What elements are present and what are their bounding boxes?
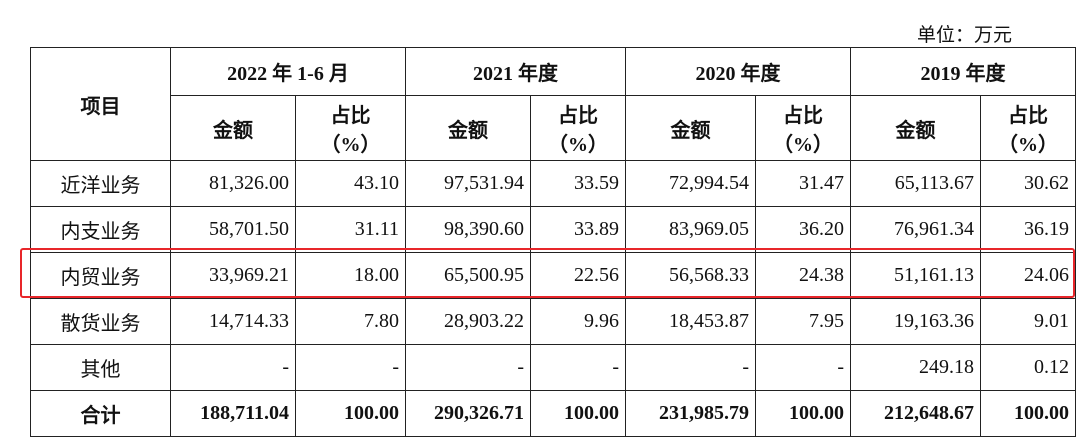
- table-cell: 65,500.95: [405, 252, 531, 299]
- table-cell: 231,985.79: [625, 390, 756, 437]
- table-cell: 14,714.33: [170, 298, 296, 345]
- table-cell: -: [530, 344, 626, 391]
- table-cell: 9.96: [530, 298, 626, 345]
- ratio-header-line: 占比: [783, 105, 823, 127]
- table-cell: 100.00: [530, 390, 626, 437]
- table-cell: -: [625, 344, 756, 391]
- table-row: 近洋业务 81,326.00 43.10 97,531.94 33.59 72,994.5…: [30, 160, 1076, 207]
- table-cell: 9.01: [980, 298, 1076, 345]
- table-cell: 7.95: [755, 298, 851, 345]
- table-row: 合计 188,711.04 100.00 290,326.71 100.00 231,98…: [30, 390, 1076, 437]
- period-header: 2022 年 1-6 月: [170, 47, 406, 96]
- table-cell: 98,390.60: [405, 206, 531, 253]
- table-cell: 31.47: [755, 160, 851, 207]
- ratio-header-line: （%）: [773, 134, 833, 156]
- table-row: 内支业务 58,701.50 31.11 98,390.60 33.89 83,969.0…: [30, 206, 1076, 253]
- table-cell: -: [755, 344, 851, 391]
- table-cell: 100.00: [295, 390, 406, 437]
- amount-header: 金额: [850, 95, 981, 161]
- table-row: 散货业务 14,714.33 7.80 28,903.22 9.96 18,453.87 7…: [30, 298, 1076, 345]
- unit-label: 单位：万元: [916, 25, 1012, 46]
- table-cell: 31.11: [295, 206, 406, 253]
- table-cell: 18,453.87: [625, 298, 756, 345]
- period-header: 2019 年度: [850, 47, 1076, 96]
- table-cell: 188,711.04: [170, 390, 296, 437]
- amount-header: 金额: [405, 95, 531, 161]
- ratio-header-line: （%）: [320, 134, 381, 156]
- row-label: 散货业务: [30, 298, 171, 345]
- table-cell: 28,903.22: [405, 298, 531, 345]
- header-row: 金额 占比 （%） 金额 占比 （%） 金额 占比 （%） 金额 占比 （%）: [31, 95, 1076, 161]
- table-cell: 65,113.67: [850, 160, 981, 207]
- table-cell: 33,969.21: [170, 252, 296, 299]
- table-row: 内贸业务 33,969.21 18.00 65,500.95 22.56 56,568.3…: [30, 252, 1076, 299]
- ratio-header: 占比 （%）: [295, 95, 406, 161]
- table-cell: -: [170, 344, 296, 391]
- table-cell: 33.89: [530, 206, 626, 253]
- table-cell: 36.19: [980, 206, 1076, 253]
- table-cell: 24.38: [755, 252, 851, 299]
- table-cell: 100.00: [980, 390, 1076, 437]
- table-cell: 7.80: [295, 298, 406, 345]
- table-cell: 36.20: [755, 206, 851, 253]
- row-label: 合计: [30, 390, 171, 437]
- table-cell: 83,969.05: [625, 206, 756, 253]
- table-cell: 18.00: [295, 252, 406, 299]
- table-cell: 30.62: [980, 160, 1076, 207]
- header-row: 项目 2022 年 1-6 月 2021 年度 2020 年度 2019 年度: [30, 47, 1076, 161]
- table-cell: 56,568.33: [625, 252, 756, 299]
- amount-header: 金额: [170, 95, 296, 161]
- table-cell: 43.10: [295, 160, 406, 207]
- table-cell: 51,161.13: [850, 252, 981, 299]
- row-label: 近洋业务: [30, 160, 171, 207]
- table-cell: 81,326.00: [170, 160, 296, 207]
- period-header: 2021 年度: [405, 47, 626, 96]
- table-cell: 212,648.67: [850, 390, 981, 437]
- row-label: 内贸业务: [30, 252, 171, 299]
- header-cell: 项目: [30, 47, 171, 161]
- table-cell: 33.59: [530, 160, 626, 207]
- ratio-header-line: （%）: [548, 134, 608, 156]
- table-cell: 19,163.36: [850, 298, 981, 345]
- row-label: 内支业务: [30, 206, 171, 253]
- amount-header: 金额: [625, 95, 756, 161]
- table-cell: 24.06: [980, 252, 1076, 299]
- table-cell: 58,701.50: [170, 206, 296, 253]
- ratio-header-line: 占比: [1008, 105, 1048, 127]
- ratio-header: 占比 （%）: [980, 95, 1076, 161]
- table-cell: 97,531.94: [405, 160, 531, 207]
- table-cell: 22.56: [530, 252, 626, 299]
- table-cell: 249.18: [850, 344, 981, 391]
- ratio-header: 占比 （%）: [530, 95, 626, 161]
- ratio-header-line: 占比: [558, 105, 598, 127]
- table-cell: 100.00: [755, 390, 851, 437]
- ratio-header: 占比 （%）: [755, 95, 851, 161]
- row-label: 其他: [30, 344, 171, 391]
- table-cell: 290,326.71: [405, 390, 531, 437]
- data-table: 项目 2022 年 1-6 月 2021 年度 2020 年度 2019 年度 金额 占比（…: [30, 47, 1076, 437]
- table-cell: 76,961.34: [850, 206, 981, 253]
- table-cell: -: [405, 344, 531, 391]
- table-cell: 72,994.54: [625, 160, 756, 207]
- ratio-header-line: （%）: [998, 134, 1058, 156]
- ratio-header-line: 占比: [330, 105, 371, 127]
- table-cell: -: [295, 344, 406, 391]
- table-cell: 0.12: [980, 344, 1076, 391]
- table-row: 其他 - - - - - -249.18 0.12: [30, 344, 1076, 391]
- period-header: 2020 年度: [625, 47, 851, 96]
